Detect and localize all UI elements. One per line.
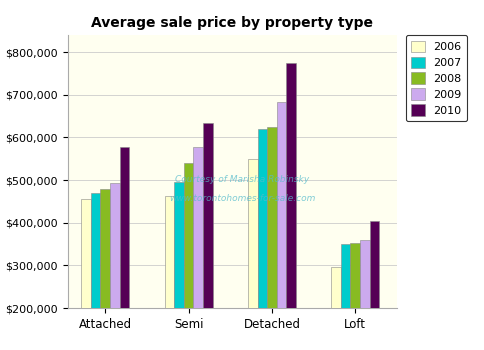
Bar — [91, 193, 101, 350]
Bar — [248, 159, 257, 350]
Bar — [286, 63, 296, 350]
Bar — [110, 183, 120, 350]
Bar — [267, 127, 277, 350]
Legend: 2006, 2007, 2008, 2009, 2010: 2006, 2007, 2008, 2009, 2010 — [406, 35, 468, 121]
Bar — [370, 220, 379, 350]
Title: Average sale price by property type: Average sale price by property type — [91, 16, 373, 30]
Bar — [203, 123, 212, 350]
Bar — [81, 199, 91, 350]
Bar — [331, 267, 341, 350]
Bar — [257, 129, 267, 350]
Bar — [341, 244, 350, 350]
Bar — [174, 182, 184, 350]
Text: Courtesy of Marisha Robinsky: Courtesy of Marisha Robinsky — [175, 175, 309, 184]
Bar — [184, 163, 194, 350]
Bar — [165, 196, 174, 350]
Bar — [194, 147, 203, 350]
Bar — [360, 240, 370, 350]
Bar — [277, 102, 286, 350]
Bar — [101, 189, 110, 350]
Bar — [350, 243, 360, 350]
Text: www.torontohomes-for-sale.com: www.torontohomes-for-sale.com — [169, 194, 316, 203]
Bar — [120, 147, 129, 350]
